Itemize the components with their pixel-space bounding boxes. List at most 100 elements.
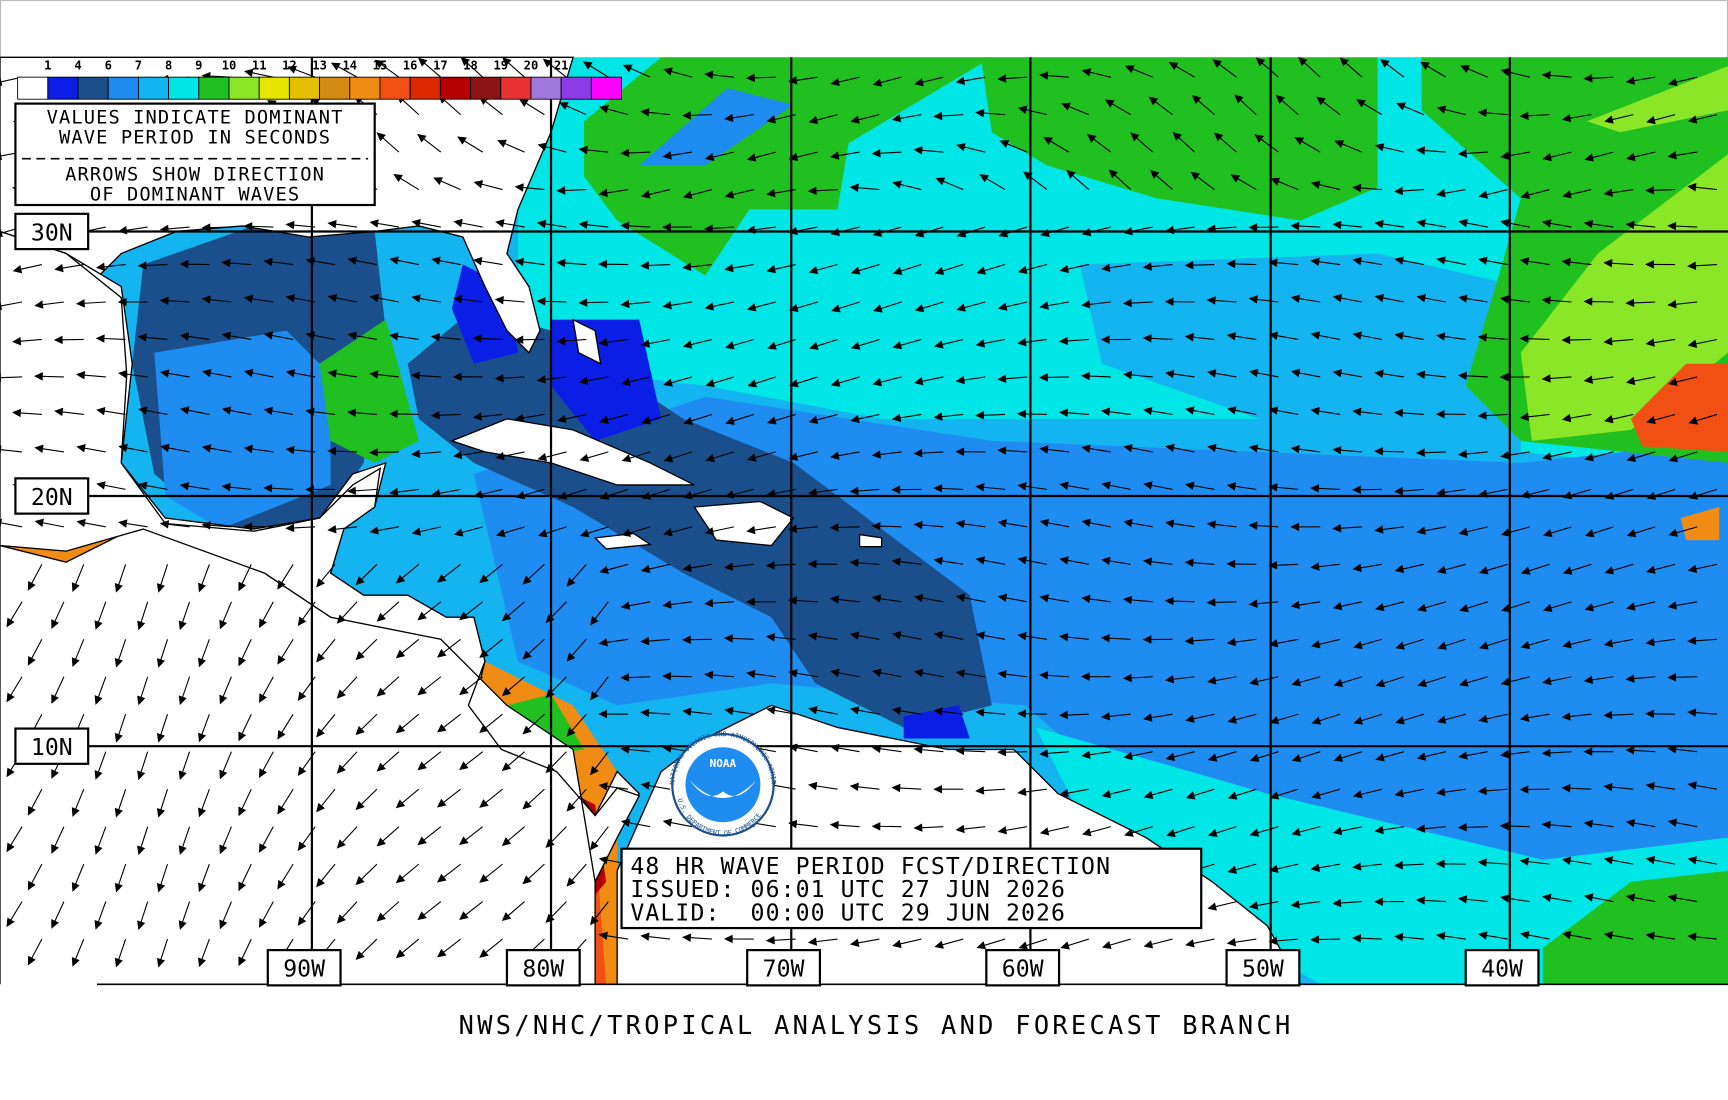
wave-arrow: [1290, 900, 1321, 909]
wave-arrow: [975, 483, 1006, 492]
wave-arrow: [914, 76, 944, 87]
wave-arrow: [1143, 481, 1173, 490]
wave-arrow: [997, 670, 1028, 679]
wave-arrow: [1185, 788, 1215, 800]
wave-arrow: [975, 556, 1006, 565]
legend-line: VALUES INDICATE DOMINANT: [47, 107, 344, 128]
wave-arrow: [787, 596, 818, 605]
wave-arrow: [1184, 333, 1215, 342]
wave-arrow: [316, 638, 336, 663]
wave-arrow: [682, 189, 713, 200]
wave-arrow: [1234, 94, 1257, 116]
wave-arrow: [975, 708, 1006, 717]
wave-arrow: [997, 374, 1028, 383]
wave-arrow: [34, 300, 64, 309]
wave-arrow: [537, 526, 567, 538]
wave-arrow: [1417, 676, 1447, 688]
lat-label: 30N: [31, 220, 73, 246]
wave-arrow: [1248, 901, 1279, 910]
wave-arrow: [388, 409, 419, 419]
wave-arrow: [566, 563, 587, 587]
wave-arrow: [1268, 258, 1299, 267]
wave-arrow: [1268, 406, 1299, 415]
wave-arrow: [1125, 65, 1153, 78]
wave-arrow: [935, 177, 964, 191]
wave-arrow: [1583, 74, 1614, 83]
wave-arrow: [1081, 594, 1111, 604]
wave-arrow: [1298, 56, 1321, 78]
wave-arrow: [1148, 96, 1173, 116]
wave-arrow: [411, 294, 441, 303]
wave-arrow: [1352, 183, 1383, 193]
wave-arrow: [1269, 863, 1299, 873]
wave-arrow: [1268, 561, 1299, 570]
wave-arrow: [765, 561, 796, 570]
wave-arrow: [347, 256, 377, 266]
wave-arrow: [355, 638, 378, 661]
wave-arrow: [347, 486, 377, 496]
wave-arrow: [219, 901, 232, 930]
wave-arrow: [114, 938, 127, 968]
wave-arrow: [1541, 71, 1572, 80]
wave-arrow: [1436, 332, 1466, 341]
wave-arrow: [1668, 451, 1698, 463]
wave-arrow: [459, 676, 484, 696]
wave-arrow: [1310, 331, 1341, 341]
wave-arrow: [71, 788, 85, 817]
color-label: 15: [373, 58, 388, 72]
wave-arrow: [1500, 894, 1530, 903]
wave-arrow: [1213, 132, 1237, 153]
wave-arrow: [330, 62, 358, 78]
wave-arrow: [1310, 562, 1341, 571]
wave-arrow: [1375, 751, 1405, 762]
wave-arrow: [460, 56, 484, 78]
wave-arrow: [640, 932, 671, 941]
wave-arrow: [243, 222, 274, 231]
wave-arrow: [376, 132, 400, 153]
wave-arrow: [1519, 785, 1550, 794]
wave-arrow: [1311, 638, 1341, 649]
wave-arrow: [871, 594, 902, 603]
wave-arrow: [393, 173, 420, 191]
wave-arrow: [395, 788, 420, 809]
wave-arrow: [238, 863, 252, 892]
wave-arrow: [1374, 143, 1405, 153]
wave-arrow: [1458, 294, 1488, 303]
wave-arrow: [1059, 263, 1089, 274]
wave-arrow: [1667, 601, 1698, 610]
wave-arrow: [1645, 637, 1676, 647]
issued-line: ISSUED: 06:01 UTC 27 JUN 2026: [630, 877, 1066, 903]
wave-arrow: [831, 301, 860, 313]
wave-arrow: [1477, 333, 1508, 342]
wave-arrow: [1667, 745, 1698, 754]
wave-arrow: [410, 371, 441, 380]
wave-arrow: [1207, 676, 1237, 685]
wave-arrow: [1459, 601, 1488, 613]
wave-arrow: [1270, 177, 1299, 191]
wave-arrow: [76, 444, 106, 453]
wave-arrow: [1687, 708, 1718, 717]
wave-arrow: [418, 57, 442, 78]
wave-arrow: [766, 263, 796, 274]
wave-arrow: [746, 669, 776, 679]
wave-arrow: [219, 751, 232, 780]
wave-arrow: [1687, 261, 1718, 271]
wave-arrow: [1519, 713, 1550, 722]
wave-arrow: [1457, 149, 1488, 158]
wave-arrow: [766, 488, 796, 498]
wave-arrow: [1081, 518, 1111, 528]
wave-arrow: [1583, 675, 1614, 685]
wave-arrow: [1499, 295, 1530, 304]
wave-arrow: [118, 443, 148, 453]
wave-arrow: [277, 713, 294, 740]
wave-arrow: [566, 863, 587, 887]
wave-arrow: [582, 61, 609, 78]
wave-arrow: [766, 114, 796, 124]
wave-arrow: [51, 826, 65, 854]
wave-arrow: [1542, 676, 1572, 686]
wave-arrow: [1542, 451, 1572, 461]
wave-arrow: [891, 783, 922, 793]
wave-arrow: [789, 376, 818, 388]
wave-arrow: [453, 526, 483, 537]
wave-arrow: [1395, 713, 1424, 725]
